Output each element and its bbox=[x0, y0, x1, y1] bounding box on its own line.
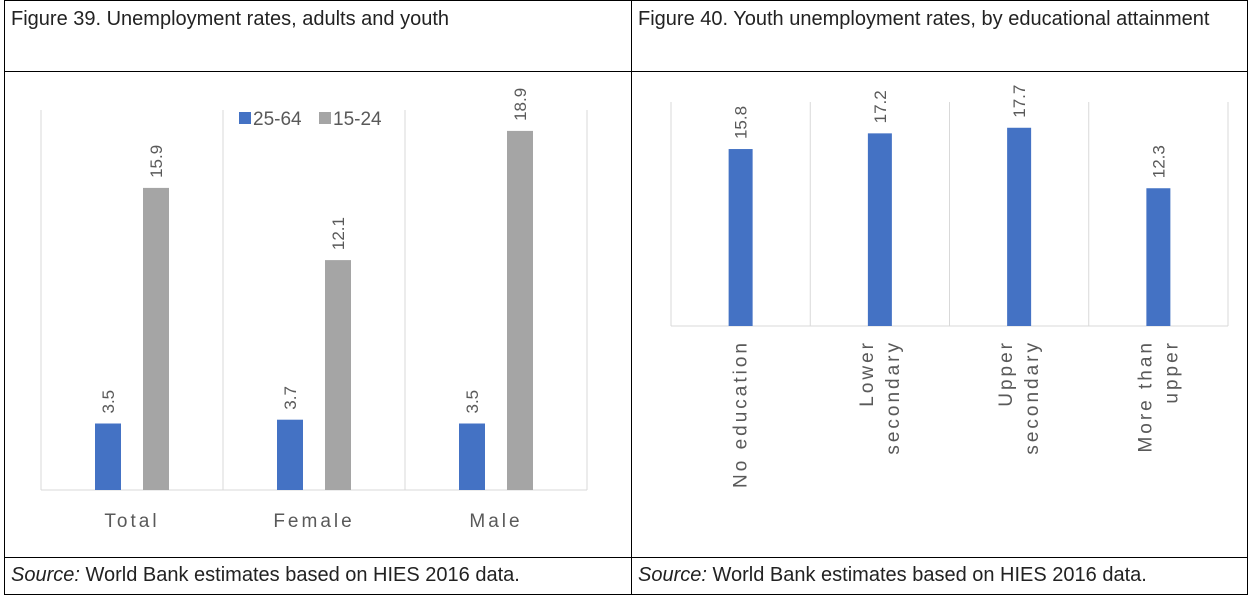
figure-39-title: Figure 39. Unemployment rates, adults an… bbox=[4, 0, 632, 72]
data-label: 17.7 bbox=[1010, 85, 1029, 118]
bar-25-64 bbox=[459, 423, 485, 490]
data-label: 3.5 bbox=[463, 390, 482, 414]
bar bbox=[1146, 188, 1171, 326]
figure-39-chart: 3.5 15.9 Total 3.7 12.1 Female 3.5 18.9 Male 25-6… bbox=[40, 88, 588, 532]
bar bbox=[728, 149, 753, 326]
x-tick-label: Total bbox=[104, 511, 159, 532]
x-tick-label: No education bbox=[731, 340, 752, 488]
x-tick-label: secondary bbox=[883, 340, 904, 455]
source-label: Source: bbox=[638, 564, 707, 586]
source-label: Source: bbox=[11, 564, 80, 586]
bar bbox=[1007, 127, 1032, 326]
data-label: 12.1 bbox=[329, 217, 348, 250]
data-label: 18.9 bbox=[511, 88, 530, 121]
bar-15-24 bbox=[143, 187, 169, 490]
data-label: 17.2 bbox=[871, 90, 890, 123]
x-tick-label: Lower bbox=[857, 340, 878, 407]
figure-40-chart-cell: 15.8 No education 17.2 Lower secondary 17.7 Up… bbox=[631, 71, 1248, 558]
legend-label: 15-24 bbox=[333, 109, 382, 130]
legend-swatch-15-24 bbox=[319, 112, 331, 124]
x-tick-label: More than bbox=[1135, 340, 1156, 453]
bar-15-24 bbox=[507, 130, 533, 490]
figure-40-title: Figure 40. Youth unemployment rates, by … bbox=[631, 0, 1248, 72]
x-tick-label: Male bbox=[469, 511, 522, 532]
bar-15-24 bbox=[325, 260, 351, 490]
x-tick-label: upper bbox=[1161, 340, 1182, 404]
data-label: 12.3 bbox=[1149, 145, 1168, 178]
bar-25-64 bbox=[95, 423, 121, 490]
data-label: 3.5 bbox=[99, 390, 118, 414]
figure-40-source: Source: World Bank estimates based on HI… bbox=[631, 557, 1248, 595]
bar-25-64 bbox=[277, 419, 303, 490]
x-tick-label: secondary bbox=[1022, 340, 1043, 455]
figure-39-source: Source: World Bank estimates based on HI… bbox=[4, 557, 632, 595]
data-label: 15.9 bbox=[147, 145, 166, 178]
figure-table: Figure 39. Unemployment rates, adults an… bbox=[4, 0, 1248, 595]
source-text: World Bank estimates based on HIES 2016 … bbox=[706, 564, 1147, 586]
source-text: World Bank estimates based on HIES 2016 … bbox=[79, 564, 520, 586]
x-tick-label: Upper bbox=[996, 340, 1017, 407]
x-tick-label: Female bbox=[273, 511, 354, 532]
legend-label: 25-64 bbox=[253, 109, 302, 130]
figure-39-chart-cell: 3.5 15.9 Total 3.7 12.1 Female 3.5 18.9 Male 25-6… bbox=[4, 71, 632, 558]
data-label: 3.7 bbox=[281, 386, 300, 410]
bar bbox=[867, 133, 892, 326]
legend-swatch-25-64 bbox=[239, 112, 251, 124]
data-label: 15.8 bbox=[732, 106, 751, 139]
